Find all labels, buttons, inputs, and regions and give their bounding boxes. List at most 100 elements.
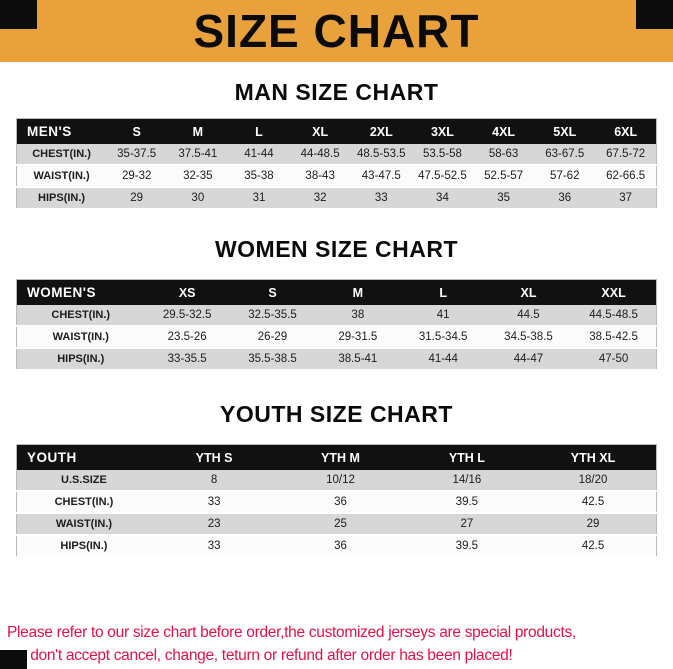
man-size-table: MEN'S S M L XL 2XL 3XL 4XL 5XL 6XL CHEST(IN.) 35-37… [16, 118, 657, 210]
value-cell: 33-35.5 [144, 348, 230, 370]
value-cell: 41 [400, 305, 486, 326]
value-cell: 36 [534, 187, 596, 209]
man-size-section: MAN SIZE CHART MEN'S S M L XL 2XL 3XL 4XL 5XL 6XL… [0, 79, 673, 210]
value-cell: 41-44 [400, 348, 486, 370]
row-label-cell: HIPS(IN.) [16, 187, 107, 209]
value-cell: 32.5-35.5 [229, 305, 316, 326]
corner-square-top-right [636, 0, 673, 29]
value-cell: 8 [150, 470, 278, 491]
table-header-row: YOUTH YTH S YTH M YTH L YTH XL [16, 444, 657, 470]
value-cell: 35.5-38.5 [229, 348, 316, 370]
size-column-header: L [400, 279, 486, 305]
size-column-header: S [229, 279, 316, 305]
table-header-row: MEN'S S M L XL 2XL 3XL 4XL 5XL 6XL [16, 118, 657, 144]
value-cell: 52.5-57 [473, 165, 535, 187]
table-row: CHEST(IN.) 33 36 39.5 42.5 [16, 491, 657, 513]
women-size-table: WOMEN'S XS S M L XL XXL CHEST(IN.) 29.5-32.5 32.5… [16, 279, 657, 371]
value-cell: 31 [228, 187, 290, 209]
table-row: WAIST(IN.) 29-32 32-35 35-38 38-43 43-47.5 47.… [16, 165, 657, 187]
size-column-header: XXL [571, 279, 657, 305]
value-cell: 30 [167, 187, 229, 209]
value-cell: 26-29 [229, 326, 316, 348]
corner-square-top-left [0, 0, 37, 29]
value-cell: 29 [106, 187, 168, 209]
value-cell: 47.5-52.5 [411, 165, 474, 187]
value-cell: 23.5-26 [144, 326, 230, 348]
size-column-header: L [228, 118, 290, 144]
value-cell: 29 [530, 513, 657, 535]
size-column-header: 6XL [595, 118, 657, 144]
value-cell: 25 [277, 513, 404, 535]
value-cell: 44.5-48.5 [571, 305, 657, 326]
value-cell: 42.5 [530, 491, 657, 513]
value-cell: 53.5-58 [411, 144, 474, 165]
value-cell: 44-48.5 [289, 144, 351, 165]
size-column-header: M [167, 118, 229, 144]
table-title-cell: WOMEN'S [16, 279, 145, 305]
value-cell: 18/20 [530, 470, 657, 491]
value-cell: 14/16 [403, 470, 531, 491]
chart-sections: MAN SIZE CHART MEN'S S M L XL 2XL 3XL 4XL 5XL 6XL… [0, 79, 673, 558]
size-column-header: YTH XL [530, 444, 657, 470]
order-disclaimer: Please refer to our size chart before or… [7, 622, 669, 667]
value-cell: 58-63 [473, 144, 535, 165]
table-row: HIPS(IN.) 33 36 39.5 42.5 [16, 535, 657, 557]
table-row: WAIST(IN.) 23.5-26 26-29 29-31.5 31.5-34.5 34… [16, 326, 657, 348]
value-cell: 10/12 [277, 470, 404, 491]
size-column-header: YTH M [277, 444, 404, 470]
youth-size-table: YOUTH YTH S YTH M YTH L YTH XL U.S.SIZE 8 10/12… [16, 444, 657, 558]
youth-section-heading: YOUTH SIZE CHART [220, 401, 453, 427]
size-column-header: XL [289, 118, 351, 144]
value-cell: 44.5 [485, 305, 572, 326]
value-cell: 37 [595, 187, 657, 209]
man-section-heading: MAN SIZE CHART [234, 79, 439, 105]
value-cell: 43-47.5 [350, 165, 412, 187]
row-label-cell: CHEST(IN.) [16, 305, 145, 326]
value-cell: 44-47 [485, 348, 572, 370]
table-row: CHEST(IN.) 35-37.5 37.5-41 41-44 44-48.5 48.5… [16, 144, 657, 165]
value-cell: 33 [350, 187, 412, 209]
row-label-cell: WAIST(IN.) [16, 165, 107, 187]
row-label-cell: WAIST(IN.) [16, 513, 151, 535]
value-cell: 34 [411, 187, 474, 209]
value-cell: 36 [277, 491, 404, 513]
value-cell: 35-38 [228, 165, 290, 187]
women-size-section: WOMEN SIZE CHART WOMEN'S XS S M L XL XXL CHEST(… [0, 236, 673, 371]
size-column-header: 3XL [411, 118, 474, 144]
banner: SIZE CHART [0, 0, 673, 62]
youth-size-section: YOUTH SIZE CHART YOUTH YTH S YTH M YTH L YTH… [0, 401, 673, 558]
size-column-header: YTH S [150, 444, 278, 470]
table-row: HIPS(IN.) 29 30 31 32 33 34 35 36 37 [16, 187, 657, 209]
value-cell: 35 [473, 187, 535, 209]
value-cell: 38 [315, 305, 401, 326]
row-label-cell: U.S.SIZE [16, 470, 151, 491]
row-label-cell: HIPS(IN.) [16, 348, 145, 370]
size-column-header: 2XL [350, 118, 412, 144]
value-cell: 39.5 [403, 535, 531, 557]
table-row: U.S.SIZE 8 10/12 14/16 18/20 [16, 470, 657, 491]
size-column-header: XS [144, 279, 230, 305]
value-cell: 35-37.5 [106, 144, 168, 165]
value-cell: 62-66.5 [595, 165, 657, 187]
table-header-row: WOMEN'S XS S M L XL XXL [16, 279, 657, 305]
value-cell: 38-43 [289, 165, 351, 187]
women-section-heading: WOMEN SIZE CHART [214, 236, 459, 262]
row-label-cell: CHEST(IN.) [16, 144, 107, 165]
value-cell: 31.5-34.5 [400, 326, 486, 348]
table-row: WAIST(IN.) 23 25 27 29 [16, 513, 657, 535]
table-row: CHEST(IN.) 29.5-32.5 32.5-35.5 38 41 44.5 44.5… [16, 305, 657, 326]
value-cell: 48.5-53.5 [350, 144, 412, 165]
value-cell: 38.5-42.5 [571, 326, 657, 348]
size-column-header: 5XL [534, 118, 596, 144]
value-cell: 33 [150, 491, 278, 513]
value-cell: 47-50 [571, 348, 657, 370]
row-label-cell: WAIST(IN.) [16, 326, 145, 348]
value-cell: 29-32 [106, 165, 168, 187]
row-label-cell: CHEST(IN.) [16, 491, 151, 513]
value-cell: 37.5-41 [167, 144, 229, 165]
value-cell: 23 [150, 513, 278, 535]
size-column-header: S [106, 118, 168, 144]
value-cell: 42.5 [530, 535, 657, 557]
value-cell: 29.5-32.5 [144, 305, 230, 326]
value-cell: 63-67.5 [534, 144, 596, 165]
